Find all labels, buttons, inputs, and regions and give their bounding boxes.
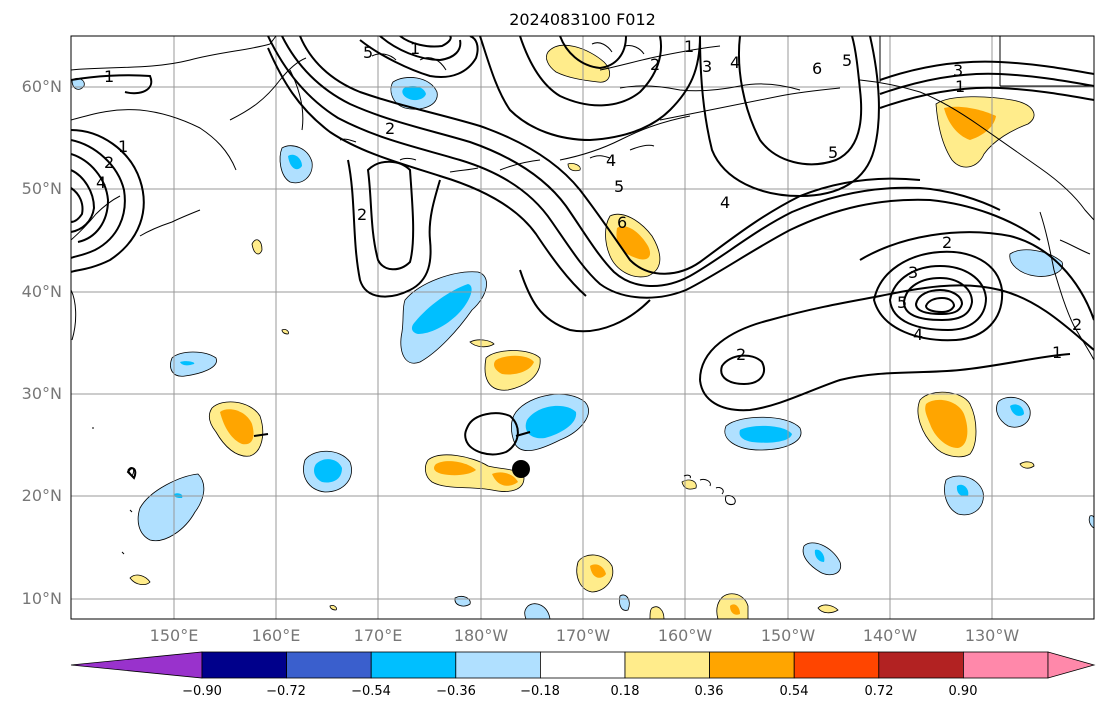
- colorbar-tick-label: −0.36: [436, 684, 476, 699]
- colorbar-low-extension: [70, 651, 203, 679]
- storm-center-marker: [512, 460, 530, 478]
- contour-label: 3: [953, 61, 963, 80]
- negative-anomaly-cores: [174, 86, 1024, 562]
- colorbar-high-extension: [1047, 651, 1096, 679]
- positive-anomaly-cores: [220, 106, 996, 615]
- contour-label: 1: [118, 137, 128, 156]
- contour-label: 4: [720, 193, 730, 212]
- lat-label: 50°N: [21, 179, 62, 198]
- contour-label: 5: [842, 51, 852, 70]
- contour-labels: 1 1 2 4 2 2 1 5 4 5 6 4 3 4 6 5 5 1 2 3 …: [96, 37, 1082, 364]
- contour-label: 4: [730, 53, 740, 72]
- contour-label: 3: [702, 57, 712, 76]
- lon-label: 130°W: [964, 626, 1020, 645]
- lat-label: 30°N: [21, 384, 62, 403]
- lat-label: 20°N: [21, 486, 62, 505]
- contour-label: 4: [606, 151, 616, 170]
- lat-label: 60°N: [21, 77, 62, 96]
- colorbar-tick-label: 0.36: [694, 684, 724, 699]
- contour-label: 1: [955, 77, 965, 96]
- colorbar-tick-label: 0.72: [864, 684, 894, 699]
- colorbar-tick-label: 0.90: [948, 684, 978, 699]
- colorbar-tick-label: −0.54: [351, 684, 391, 699]
- lon-label: 160°W: [657, 626, 713, 645]
- colorbar: [70, 651, 1096, 679]
- contour-label: 2: [942, 233, 952, 252]
- contour-label: 6: [812, 59, 822, 78]
- colorbar-tick-label: 0.18: [610, 684, 640, 699]
- contour-label: 1: [684, 37, 694, 56]
- contour-label: 2: [736, 345, 746, 364]
- contour-label: 5: [614, 177, 624, 196]
- coastlines: [71, 36, 1094, 555]
- lon-label: 180°W: [453, 626, 509, 645]
- colorbar-tick-label: −0.18: [520, 684, 560, 699]
- contour-label: 1: [104, 67, 114, 86]
- contour-label: 5: [363, 43, 373, 62]
- contour-label: 3: [908, 263, 918, 282]
- contour-label: 1: [1052, 343, 1062, 362]
- contour-lines: [71, 36, 1094, 480]
- map-title: 2024083100 F012: [509, 10, 656, 29]
- lon-label: 140°W: [862, 626, 918, 645]
- lon-label: 160°E: [251, 626, 301, 645]
- colorbar-tick-label: −0.90: [182, 684, 222, 699]
- contour-label: 5: [897, 293, 907, 312]
- contour-label: 4: [96, 173, 106, 192]
- contour-label: 2: [357, 205, 367, 224]
- graticule: [71, 36, 1094, 619]
- colorbar-tick-label: 0.54: [779, 684, 809, 699]
- contour-label: 1: [410, 39, 420, 58]
- contour-label: 2: [650, 55, 660, 74]
- lon-label: 170°E: [353, 626, 403, 645]
- contour-label: 6: [617, 213, 627, 232]
- contour-label: 2: [104, 153, 114, 172]
- lon-label: 170°W: [555, 626, 611, 645]
- contour-label: 5: [828, 143, 838, 162]
- map-frame: [70, 35, 1095, 620]
- lon-label: 150°W: [760, 626, 816, 645]
- contour-label: 2: [385, 119, 395, 138]
- colorbar-tick-label: −0.72: [266, 684, 306, 699]
- lon-label: 150°E: [149, 626, 199, 645]
- contour-label: 2: [1072, 315, 1082, 334]
- contour-label: 4: [913, 325, 923, 344]
- lat-label: 40°N: [21, 282, 62, 301]
- lat-label: 10°N: [21, 589, 62, 608]
- shaded-field-layer: [71, 44, 1094, 619]
